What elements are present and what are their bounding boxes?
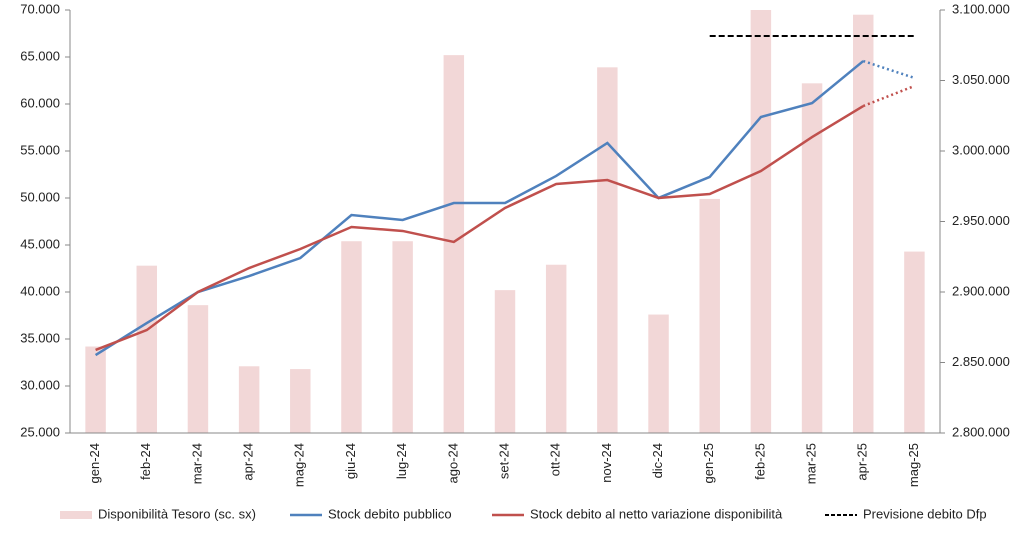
legend-label: Stock debito pubblico bbox=[328, 506, 452, 521]
y2-tick-label: 3.050.000 bbox=[952, 72, 1010, 87]
y-tick-label: 45.000 bbox=[20, 236, 60, 251]
y2-tick-label: 2.800.000 bbox=[952, 424, 1010, 439]
bar bbox=[136, 265, 157, 433]
line-projection bbox=[862, 84, 915, 108]
y2-tick-label: 3.100.000 bbox=[952, 1, 1010, 16]
x-tick-label: mar-25 bbox=[803, 443, 818, 484]
y2-tick-label: 3.000.000 bbox=[952, 142, 1010, 157]
x-tick-label: mag-25 bbox=[906, 443, 921, 487]
bar bbox=[392, 241, 413, 433]
bar bbox=[904, 251, 925, 433]
x-tick-label: feb-24 bbox=[138, 443, 153, 480]
y-tick-label: 60.000 bbox=[20, 95, 60, 110]
y2-tick-label: 2.900.000 bbox=[952, 283, 1010, 298]
legend-label: Disponibilità Tesoro (sc. sx) bbox=[98, 506, 256, 521]
bar bbox=[750, 10, 772, 433]
y-tick-label: 50.000 bbox=[20, 189, 60, 204]
y2-tick-label: 2.950.000 bbox=[952, 213, 1010, 228]
bar bbox=[443, 55, 465, 434]
x-tick-label: ott-24 bbox=[548, 443, 563, 476]
line bbox=[95, 104, 864, 352]
bar bbox=[187, 305, 209, 433]
x-tick-label: set-24 bbox=[496, 443, 511, 479]
x-tick-label: nov-24 bbox=[599, 443, 614, 483]
x-tick-label: feb-25 bbox=[752, 443, 767, 480]
bar bbox=[85, 346, 106, 433]
x-tick-label: lug-24 bbox=[394, 443, 409, 479]
bar bbox=[597, 67, 618, 433]
bar bbox=[290, 369, 311, 433]
bar bbox=[853, 14, 874, 433]
legend-label: Stock debito al netto variazione disponi… bbox=[530, 506, 783, 521]
y-tick-label: 25.000 bbox=[20, 424, 60, 439]
y-tick-label: 30.000 bbox=[20, 377, 60, 392]
bar bbox=[238, 366, 260, 433]
y-tick-label: 55.000 bbox=[20, 142, 60, 157]
y2-tick-label: 2.850.000 bbox=[952, 354, 1010, 369]
x-tick-label: giu-24 bbox=[343, 443, 358, 479]
bar bbox=[545, 264, 567, 433]
legend-swatch bbox=[60, 511, 92, 519]
y-tick-label: 70.000 bbox=[20, 1, 60, 16]
x-tick-label: gen-24 bbox=[87, 443, 102, 483]
y-tick-label: 65.000 bbox=[20, 48, 60, 63]
x-tick-label: apr-25 bbox=[855, 443, 870, 481]
x-tick-label: apr-24 bbox=[241, 443, 256, 481]
bar bbox=[341, 241, 362, 433]
legend-label: Previsione debito Dfp bbox=[863, 506, 987, 521]
bar bbox=[699, 198, 720, 433]
bar bbox=[648, 314, 669, 433]
x-tick-label: mag-24 bbox=[292, 443, 307, 487]
x-tick-label: dic-24 bbox=[650, 443, 665, 478]
y-tick-label: 35.000 bbox=[20, 330, 60, 345]
y-tick-label: 40.000 bbox=[20, 283, 60, 298]
line bbox=[94, 60, 865, 357]
x-tick-label: mar-24 bbox=[189, 443, 204, 484]
bar bbox=[494, 290, 516, 433]
x-tick-label: gen-25 bbox=[701, 443, 716, 483]
x-tick-label: ago-24 bbox=[445, 443, 460, 483]
bar bbox=[801, 83, 823, 433]
line-projection bbox=[862, 59, 915, 80]
